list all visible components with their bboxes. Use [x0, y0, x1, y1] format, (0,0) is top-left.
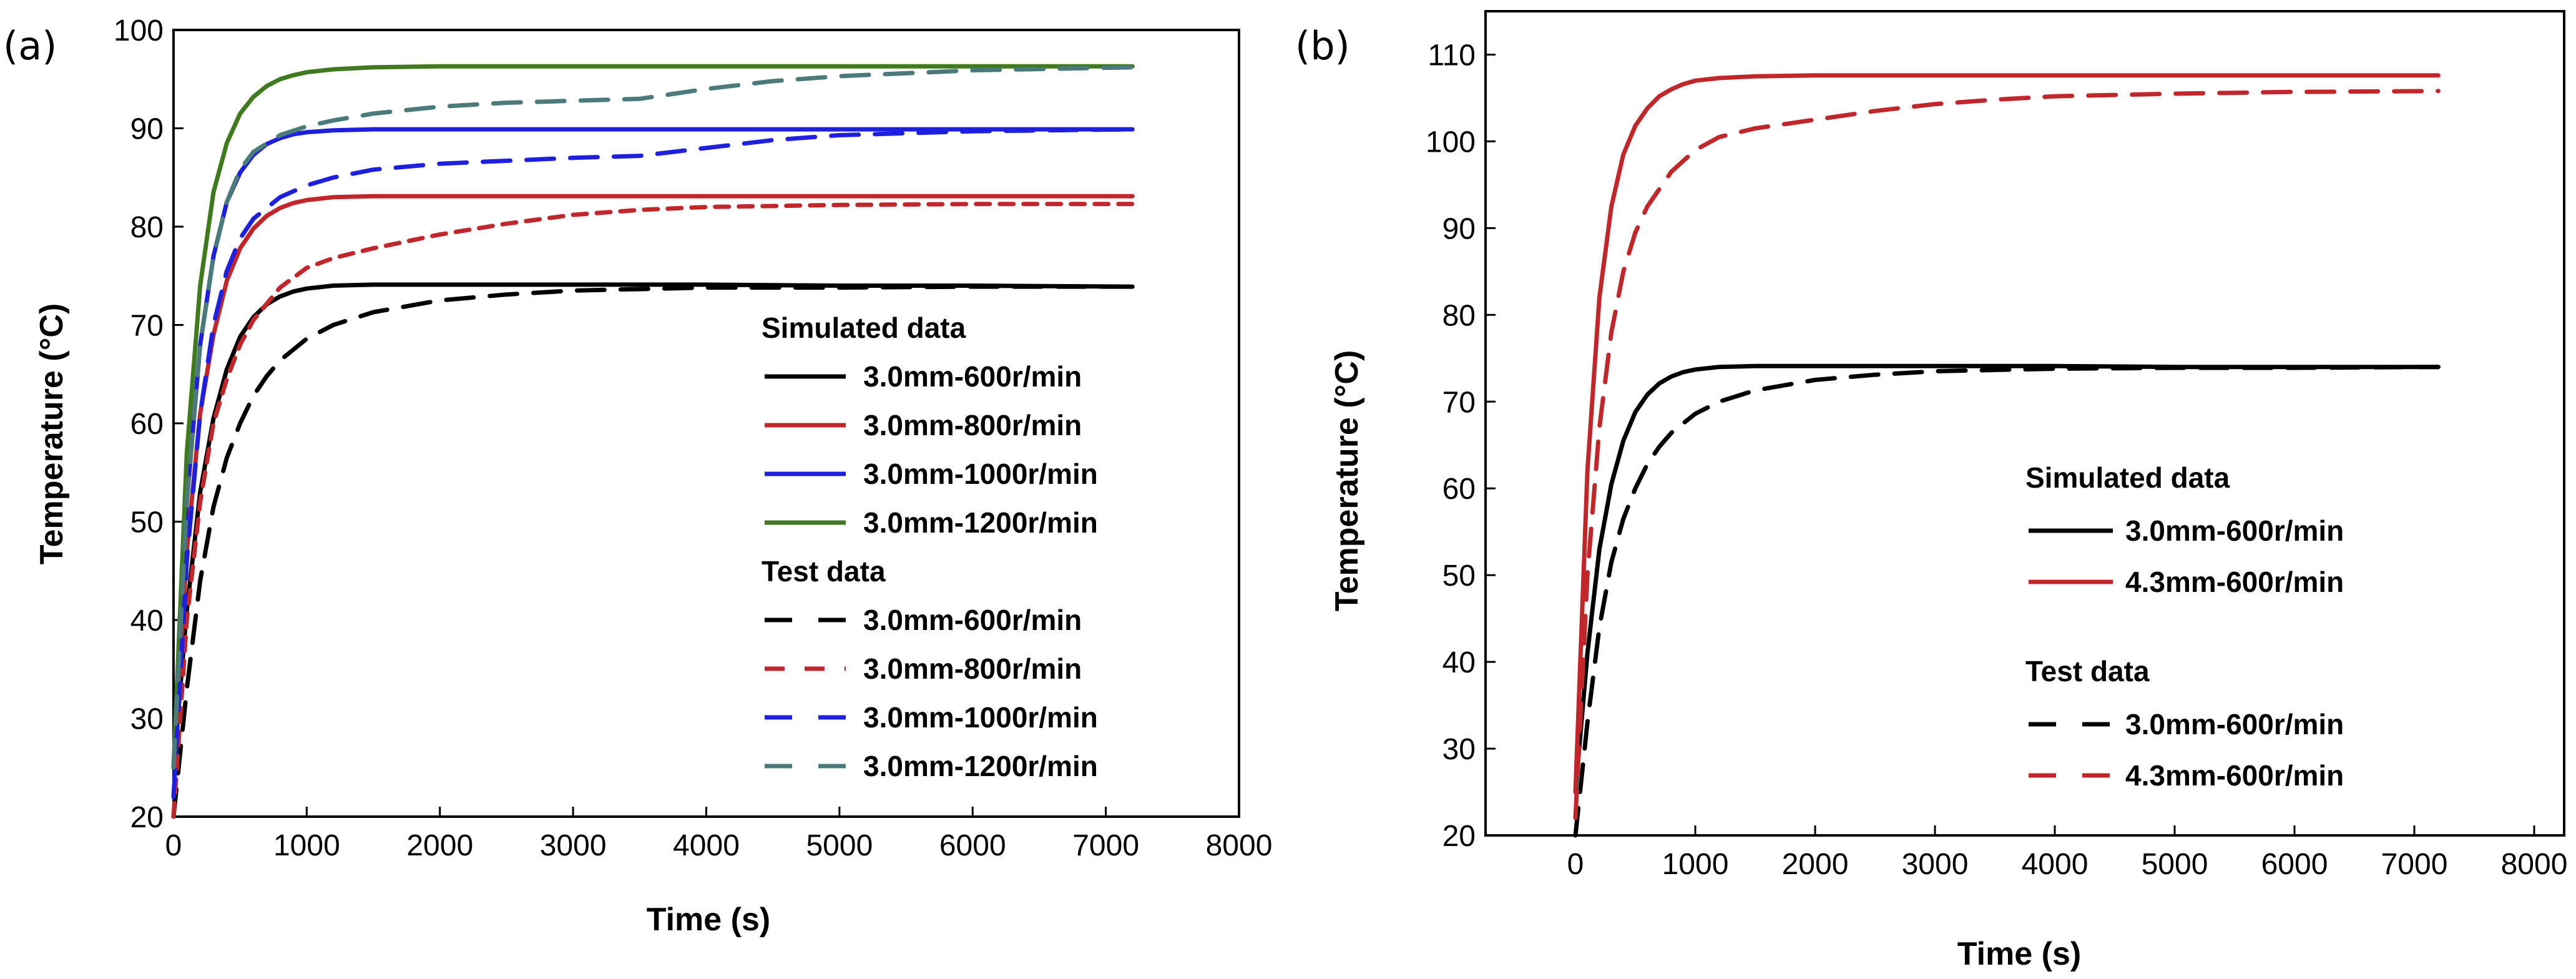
panel-b-legend-group-title: Test data [2025, 655, 2150, 687]
panel-b-series-test-3-0mm-600r-min [1573, 365, 2441, 838]
panel-a-y-tick-label: 20 [130, 801, 164, 834]
panel-b-x-tick-label: 7000 [2381, 848, 2448, 881]
panel-a: (a) 0 1000 2000 3000 4000 5000 6000 7000 8000 20 3… [3, 14, 1272, 938]
panel-a-legend-label: 3.0mm-1000r/min [863, 701, 1098, 734]
panel-b-x-tick-label: 3000 [1902, 848, 1969, 881]
panel-a-legend-label: 3.0mm-600r/min [863, 604, 1082, 636]
panel-b-y-tick-label: 20 [1442, 820, 1476, 853]
panel-b: (b) 0 1000 2000 3000 4000 5000 6000 7000 8000 20 3… [1295, 10, 2568, 972]
panel-b-y-tick-label: 40 [1442, 646, 1476, 679]
panel-b-y-tick-label: 60 [1442, 473, 1476, 506]
panel-b-y-axis-title: Temperature (°C) [1329, 350, 1365, 612]
panel-b-x-tick-label: 8000 [2501, 848, 2568, 881]
panel-a-x-tick-label: 0 [165, 829, 182, 862]
panel-b-legend-label: 3.0mm-600r/min [2125, 514, 2344, 547]
panel-a-series-simulated-3-0mm-1000r-min [171, 127, 1135, 770]
panel-b-x-tick-label: 6000 [2261, 848, 2328, 881]
panel-a-series-test-3-0mm-800r-min [171, 202, 1135, 819]
panel-b-series-simulated-4-3mm-600r-min [1573, 73, 2441, 794]
panel-a-x-tick-label: 8000 [1206, 829, 1273, 862]
panel-a-series-test-3-0mm-600r-min [171, 284, 1135, 819]
panel-b-series-simulated-3-0mm-600r-min [1573, 363, 2441, 794]
panel-a-y-tick-label: 100 [114, 14, 164, 47]
panel-a-y-tick-label: 90 [130, 113, 164, 146]
panel-a-x-tick-label: 4000 [673, 829, 740, 862]
panel-b-y-tick-label: 90 [1442, 212, 1476, 245]
panel-b-y-tick-label: 70 [1442, 386, 1476, 419]
panel-a-y-axis-title: Temperature (°C) [34, 303, 70, 565]
panel-b-y-tick-label: 30 [1442, 733, 1476, 766]
panel-a-x-tick-label: 5000 [806, 829, 873, 862]
panel-b-x-tick-label: 5000 [2142, 848, 2208, 881]
panel-a-legend-label: 3.0mm-800r/min [863, 652, 1082, 685]
panel-a-x-tick-label: 3000 [540, 829, 607, 862]
panel-b-y-tick-label: 110 [1428, 39, 1476, 72]
panel-b-legend-label: 4.3mm-600r/min [2125, 566, 2344, 598]
panel-b-x-tick-label: 4000 [2022, 848, 2089, 881]
panel-a-x-tick-label: 6000 [939, 829, 1006, 862]
panel-a-x-tick-label: 1000 [273, 829, 340, 862]
panel-a-legend-label: 3.0mm-800r/min [863, 409, 1082, 441]
panel-b-x-tick-label: 2000 [1782, 848, 1849, 881]
panel-a-legend-group-title: Simulated data [762, 312, 966, 344]
panel-b-x-tick-label: 0 [1567, 848, 1584, 881]
panel-b-legend-group-title: Simulated data [2025, 461, 2230, 494]
panel-b-plot-area: 0 1000 2000 3000 4000 5000 6000 7000 8000 20 30 40 5… [1426, 10, 2568, 881]
panel-a-legend: Simulated data 3.0mm-600r/min 3.0mm-800r/m… [762, 312, 1098, 782]
panel-a-legend-label: 3.0mm-1200r/min [863, 750, 1098, 782]
panel-a-y-tick-label: 40 [130, 604, 164, 637]
panel-a-plot-area: 0 1000 2000 3000 4000 5000 6000 7000 8000 20 30 40 5… [114, 14, 1272, 862]
panel-a-y-tick-label: 80 [130, 211, 164, 244]
panel-b-legend-label: 3.0mm-600r/min [2125, 708, 2344, 740]
panel-a-legend-group-title: Test data [762, 555, 886, 588]
panel-b-y-tick-label: 100 [1426, 125, 1476, 159]
panel-b-legend-label: 4.3mm-600r/min [2125, 759, 2344, 792]
panel-a-x-tick-label: 7000 [1072, 829, 1139, 862]
panel-a-x-axis-title: Time (s) [647, 902, 770, 938]
panel-b-plot-frame [1484, 10, 2565, 837]
panel-b-legend: Simulated data 3.0mm-600r/min 4.3mm-600r/m… [2025, 461, 2344, 792]
panel-a-y-tick-label: 30 [130, 703, 164, 736]
panel-a-series-test-3-0mm-1000r-min [171, 127, 1135, 799]
panel-a-y-tick-label: 60 [130, 408, 164, 441]
panel-a-legend-label: 3.0mm-600r/min [863, 360, 1082, 393]
panel-b-series-test-4-3mm-600r-min [1573, 89, 2441, 820]
panel-a-series-simulated-3-0mm-1200r-min [171, 64, 1135, 770]
panel-a-legend-label: 3.0mm-1000r/min [863, 458, 1098, 490]
panel-a-y-tick-label: 50 [130, 506, 164, 539]
panel-b-x-tick-label: 1000 [1662, 848, 1729, 881]
panel-a-label: (a) [3, 23, 57, 69]
panel-a-series-test-3-0mm-1200r-min [171, 65, 1135, 770]
panel-b-label: (b) [1295, 23, 1350, 69]
panel-a-y-tick-label: 70 [130, 310, 164, 343]
panel-a-legend-label: 3.0mm-1200r/min [863, 506, 1098, 539]
panel-b-y-tick-label: 80 [1442, 299, 1476, 332]
panel-a-x-tick-label: 2000 [406, 829, 473, 862]
panel-b-x-axis-title: Time (s) [1957, 936, 2081, 972]
panel-b-y-tick-label: 50 [1442, 559, 1476, 593]
panel-a-series-simulated-3-0mm-600r-min [171, 282, 1135, 770]
